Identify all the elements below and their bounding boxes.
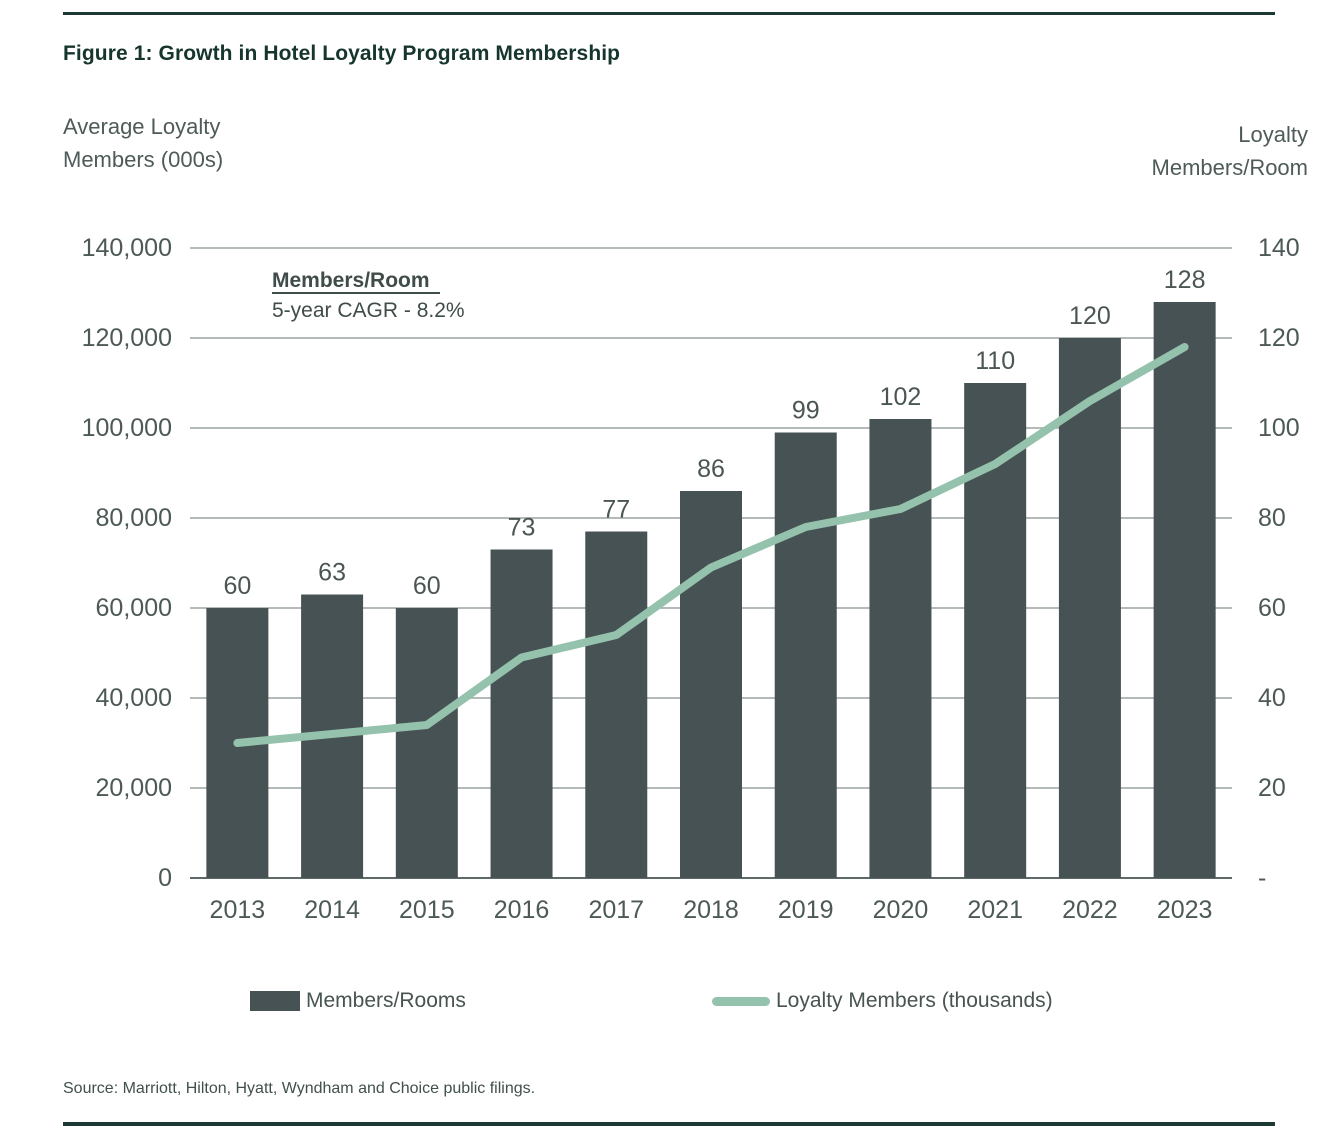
x-axis-label-2015: 2015 [399, 896, 455, 924]
bar-value-label: 60 [413, 572, 441, 600]
cagr-annotation: Members/Room 5-year CAGR - 8.2% [272, 266, 465, 327]
right-axis-tick-label: 80 [1258, 504, 1286, 532]
right-axis-tick-label: 120 [1258, 324, 1300, 352]
figure-title: Figure 1: Growth in Hotel Loyalty Progra… [63, 42, 621, 65]
left-axis-title: Average Loyalty Members (000s) [63, 110, 223, 176]
line-swatch-icon [712, 996, 770, 1006]
x-axis-label-2013: 2013 [210, 896, 266, 924]
left-axis-tick-label: 120,000 [82, 324, 172, 352]
left-axis-tick-label: 80,000 [96, 504, 172, 532]
left-axis-tick-label: 0 [158, 864, 172, 892]
bar-value-label: 102 [880, 383, 922, 411]
x-axis-label-2021: 2021 [967, 896, 1023, 924]
bar-value-label: 73 [508, 514, 536, 542]
x-axis-label-2017: 2017 [588, 896, 644, 924]
right-axis-title: Loyalty Members/Room [1152, 118, 1308, 184]
bar-swatch-icon [250, 991, 300, 1011]
bar-value-label: 120 [1069, 302, 1111, 330]
x-axis-label-2019: 2019 [778, 896, 834, 924]
left-axis-tick-label: 20,000 [96, 774, 172, 802]
bottom-divider [63, 1122, 1275, 1126]
x-axis-label-2014: 2014 [304, 896, 360, 924]
right-axis-tick-label: 20 [1258, 774, 1286, 802]
legend-item-loyalty-members: Loyalty Members (thousands) [712, 986, 1053, 1016]
bar-2019 [774, 432, 837, 878]
left-axis-title-line1: Average Loyalty [63, 114, 221, 139]
annotation-subtext: 5-year CAGR - 8.2% [272, 299, 465, 323]
bar-2023 [1153, 302, 1216, 878]
bar-value-label: 60 [223, 572, 251, 600]
legend-item-members-rooms: Members/Rooms [250, 986, 466, 1016]
right-axis-tick-label: 40 [1258, 684, 1286, 712]
bar-2021 [964, 383, 1027, 878]
bar-value-label: 110 [975, 347, 1015, 375]
bar-2017 [585, 531, 648, 878]
left-axis-tick-label: 60,000 [96, 594, 172, 622]
bar-2018 [680, 491, 742, 878]
legend-label: Members/Rooms [306, 989, 466, 1012]
right-axis-tick-label: 140 [1258, 234, 1300, 262]
source-note: Source: Marriott, Hilton, Hyatt, Wyndham… [63, 1080, 536, 1097]
bar-value-label: 77 [602, 496, 630, 524]
right-axis-tick-label: 60 [1258, 594, 1286, 622]
bar-value-label: 63 [318, 559, 346, 587]
top-divider [63, 12, 1275, 15]
right-axis-tick-label: 100 [1258, 414, 1300, 442]
bar-value-label: 99 [792, 397, 820, 425]
annotation-heading: Members/Room [272, 269, 440, 294]
left-axis-title-line2: Members (000s) [63, 147, 224, 172]
loyalty-members-line [233, 343, 1189, 747]
left-axis-tick-label: 100,000 [82, 414, 172, 442]
right-axis-title-line2: Members/Room [1151, 155, 1308, 180]
bar-2020 [869, 419, 932, 878]
right-axis-title-line1: Loyalty [1238, 122, 1308, 147]
bar-2022 [1058, 338, 1121, 878]
bar-2015 [395, 608, 458, 878]
bar-value-label: 128 [1164, 266, 1206, 294]
bar-2016 [490, 549, 553, 878]
x-axis-label-2016: 2016 [494, 896, 550, 924]
x-axis-label-2023: 2023 [1157, 896, 1213, 924]
x-axis-label-2022: 2022 [1062, 896, 1118, 924]
x-axis-label-2018: 2018 [683, 896, 739, 924]
bar-value-label: 86 [697, 455, 725, 483]
right-axis-tick-label: - [1258, 864, 1266, 892]
legend-label: Loyalty Members (thousands) [776, 989, 1053, 1012]
left-axis-tick-label: 140,000 [82, 234, 172, 262]
x-axis-label-2020: 2020 [873, 896, 929, 924]
left-axis-tick-label: 40,000 [96, 684, 172, 712]
chart-legend: Members/Rooms Loyalty Members (thousands… [0, 986, 1338, 1016]
